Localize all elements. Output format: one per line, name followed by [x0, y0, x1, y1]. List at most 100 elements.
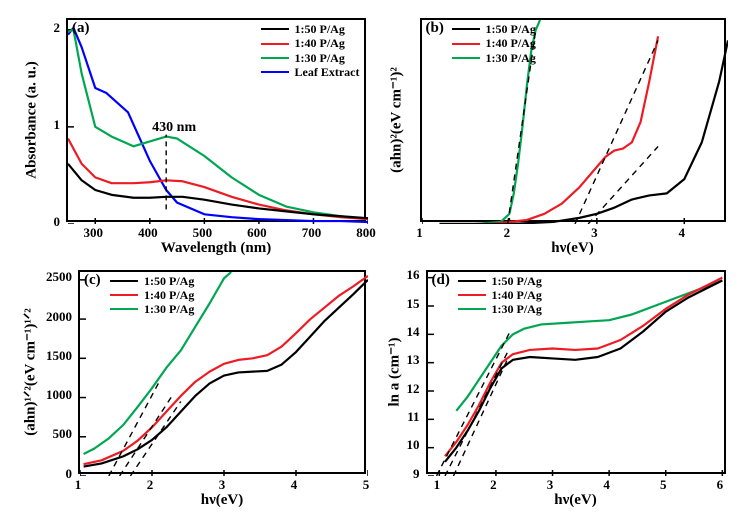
legend-row: 1:50 P/Ag [452, 22, 536, 36]
y-tick-label: 2000 [46, 309, 72, 325]
legend-swatch [110, 294, 138, 296]
legend-swatch [458, 294, 486, 296]
x-tick-label: 6 [717, 477, 724, 493]
annotation-430nm: 430 nm [152, 120, 196, 136]
legend-label: 1:30 P/Ag [486, 51, 536, 65]
x-tick-label: 2 [147, 477, 154, 493]
legend-row: 1:50 P/Ag [110, 274, 194, 288]
x-tick-label: 4 [291, 477, 298, 493]
y-axis-label: ln a (cm⁻¹) [384, 337, 403, 406]
x-tick-label: 3 [547, 477, 554, 493]
legend-swatch [261, 28, 289, 30]
tangent-line [444, 352, 506, 475]
y-tick-label: 12 [407, 381, 420, 397]
x-tick-label: 300 [84, 225, 104, 241]
y-tick-label: 0 [66, 466, 73, 482]
legend-swatch [452, 43, 480, 45]
legend-row: 1:40 P/Ag [452, 36, 536, 50]
y-tick-label: 9 [413, 466, 420, 482]
legend: 1:50 P/Ag1:40 P/Ag1:30 P/Ag [110, 274, 194, 317]
y-tick-label: 10 [407, 437, 420, 453]
legend-label: 1:30 P/Ag [492, 302, 542, 316]
legend-row: 1:30 P/Ag [452, 51, 536, 65]
tangent-line [588, 146, 658, 224]
y-tick-label: 15 [407, 296, 420, 312]
legend-row: 1:30 P/Ag [458, 302, 542, 316]
panel-b: 1234hν(eV)(ahn)²(eV cm⁻¹)²(b)1:50 P/Ag1:… [372, 10, 734, 262]
legend-row: Leaf Extract [261, 65, 360, 79]
y-tick-label: 2 [54, 20, 61, 36]
x-axis-label: hν(eV) [554, 492, 597, 509]
x-tick-label: 4 [603, 477, 610, 493]
x-axis-label: Wavelength (nm) [161, 240, 271, 257]
x-axis-label: hν(eV) [201, 492, 244, 509]
panel-d: 123456910111213141516hν(eV)ln a (cm⁻¹)(d… [372, 262, 734, 514]
y-axis-label: (ahn)¹ᐟ²(eV cm⁻¹)¹ᐟ² [21, 308, 40, 435]
x-tick-label: 500 [193, 225, 213, 241]
x-tick-label: 700 [302, 225, 322, 241]
panel-label: (d) [432, 272, 450, 289]
x-tick-label: 1 [75, 477, 82, 493]
y-tick-label: 1 [54, 117, 61, 133]
x-tick-label: 400 [138, 225, 158, 241]
legend-label: 1:50 P/Ag [492, 274, 542, 288]
x-tick-label: 1 [416, 225, 423, 241]
y-tick-label: 16 [407, 267, 420, 283]
panel-c: 1 2 3 4 5 0 500 1000 1500 2000 2500 hν(eV) (ahn)¹ᐟ²(… [10, 262, 372, 514]
legend-label: 1:50 P/Ag [144, 274, 194, 288]
legend-swatch [261, 71, 289, 73]
legend-label: 1:30 P/Ag [144, 302, 194, 316]
x-tick-label: 5 [660, 477, 667, 493]
legend-row: 1:40 P/Ag [458, 288, 542, 302]
x-tick-label: 4 [679, 225, 686, 241]
x-tick-label: 2 [504, 225, 511, 241]
legend-row: 1:30 P/Ag [110, 302, 194, 316]
series-r140 [68, 139, 368, 220]
legend-row: 1:50 P/Ag [458, 274, 542, 288]
x-axis-label: hν(eV) [551, 240, 594, 257]
y-tick-label: 1000 [46, 387, 72, 403]
x-tick-label: 2 [490, 477, 497, 493]
legend-label: Leaf Extract [295, 65, 360, 79]
legend-label: 1:40 P/Ag [144, 288, 194, 302]
legend-label: 1:40 P/Ag [295, 36, 345, 50]
x-tick-label: 1 [434, 477, 441, 493]
y-axis-label: (ahn)²(eV cm⁻¹)² [386, 67, 405, 173]
legend-swatch [261, 43, 289, 45]
legend-swatch [452, 28, 480, 30]
panel-label: (a) [72, 20, 90, 37]
y-tick-label: 2500 [46, 269, 72, 285]
legend: 1:50 P/Ag1:40 P/Ag1:30 P/Ag [458, 274, 542, 317]
panel-label: (b) [426, 20, 444, 37]
x-tick-label: 5 [363, 477, 370, 493]
legend-swatch [458, 308, 486, 310]
legend-label: 1:50 P/Ag [486, 22, 536, 36]
x-tick-label: 3 [219, 477, 226, 493]
legend-swatch [452, 57, 480, 59]
y-tick-label: 14 [407, 324, 420, 340]
legend-row: 1:30 P/Ag [261, 51, 360, 65]
y-tick-label: 500 [53, 426, 73, 442]
legend-swatch [261, 57, 289, 59]
legend-label: 1:30 P/Ag [295, 51, 345, 65]
legend: 1:50 P/Ag1:40 P/Ag1:30 P/Ag [452, 22, 536, 65]
legend-swatch [110, 308, 138, 310]
y-tick-label: 11 [407, 409, 419, 425]
figure-grid: 300400500600700800012430 nmWavelength (n… [0, 0, 743, 523]
panel-label: (c) [84, 272, 101, 289]
panel-a: 300400500600700800012430 nmWavelength (n… [10, 10, 372, 262]
legend-swatch [458, 280, 486, 282]
y-tick-label: 1500 [46, 348, 72, 364]
tangent-line [436, 331, 510, 476]
x-tick-label: 3 [591, 225, 598, 241]
legend-row: 1:40 P/Ag [261, 36, 360, 50]
legend-row: 1:50 P/Ag [261, 22, 360, 36]
legend-label: 1:50 P/Ag [295, 22, 345, 36]
tangent-line [130, 401, 180, 476]
legend: 1:50 P/Ag1:40 P/Ag1:30 P/AgLeaf Extract [261, 22, 360, 80]
legend-swatch [110, 280, 138, 282]
legend-row: 1:40 P/Ag [110, 288, 194, 302]
legend-label: 1:40 P/Ag [486, 36, 536, 50]
y-axis-label: Absorbance (a. u.) [24, 61, 41, 179]
y-tick-label: 0 [54, 214, 61, 230]
